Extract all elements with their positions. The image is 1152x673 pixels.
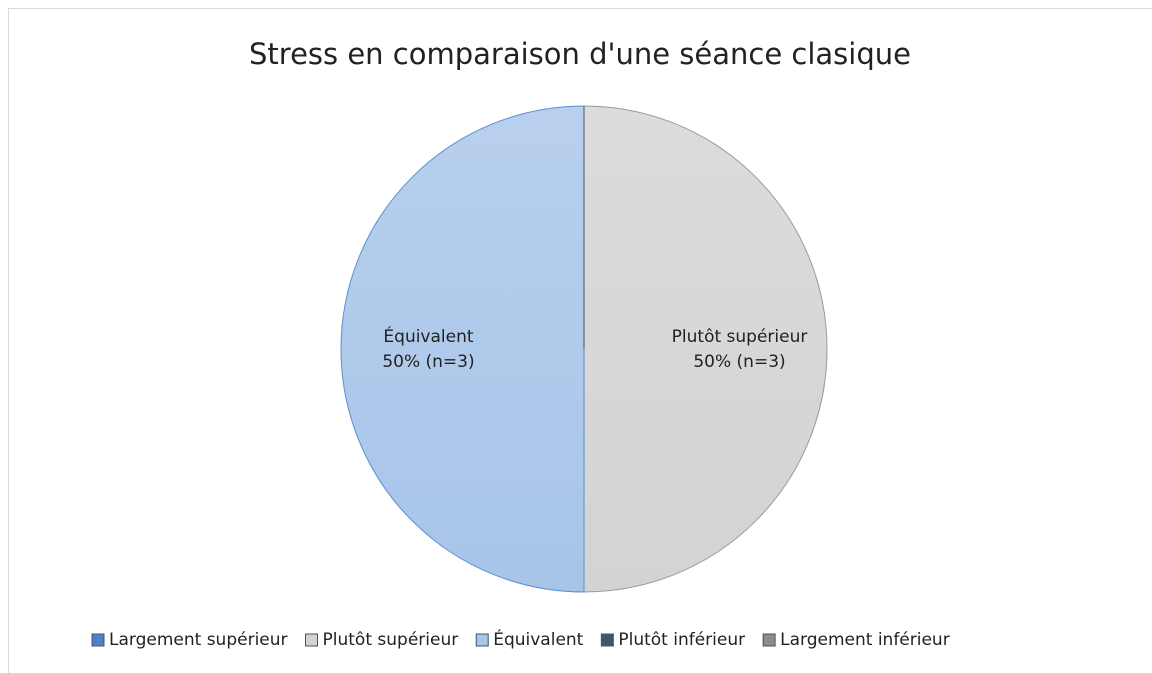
data-label: Équivalent 50% (n=3) bbox=[382, 325, 474, 372]
legend-label: Équivalent bbox=[493, 628, 583, 650]
legend-label: Largement inférieur bbox=[780, 630, 950, 650]
data-label-category: Équivalent bbox=[383, 325, 473, 347]
data-label: Plutôt supérieur 50% (n=3) bbox=[672, 327, 808, 372]
legend-label: Largement supérieur bbox=[109, 630, 288, 650]
legend-swatch bbox=[91, 633, 105, 647]
data-label-value: 50% (n=3) bbox=[693, 352, 785, 372]
pie-slice bbox=[583, 105, 828, 593]
legend-swatch bbox=[762, 633, 776, 647]
legend-swatch bbox=[600, 633, 614, 647]
legend-label: Plutôt supérieur bbox=[323, 630, 459, 650]
legend-swatch bbox=[475, 633, 489, 647]
data-label-value: 50% (n=3) bbox=[382, 352, 474, 372]
data-label-category: Plutôt supérieur bbox=[672, 327, 808, 347]
legend-label: Plutôt inférieur bbox=[618, 630, 745, 650]
legend-swatch bbox=[305, 633, 319, 647]
chart-title: Stress en comparaison d'une séance clasi… bbox=[249, 37, 911, 71]
pie-slice bbox=[340, 105, 585, 593]
